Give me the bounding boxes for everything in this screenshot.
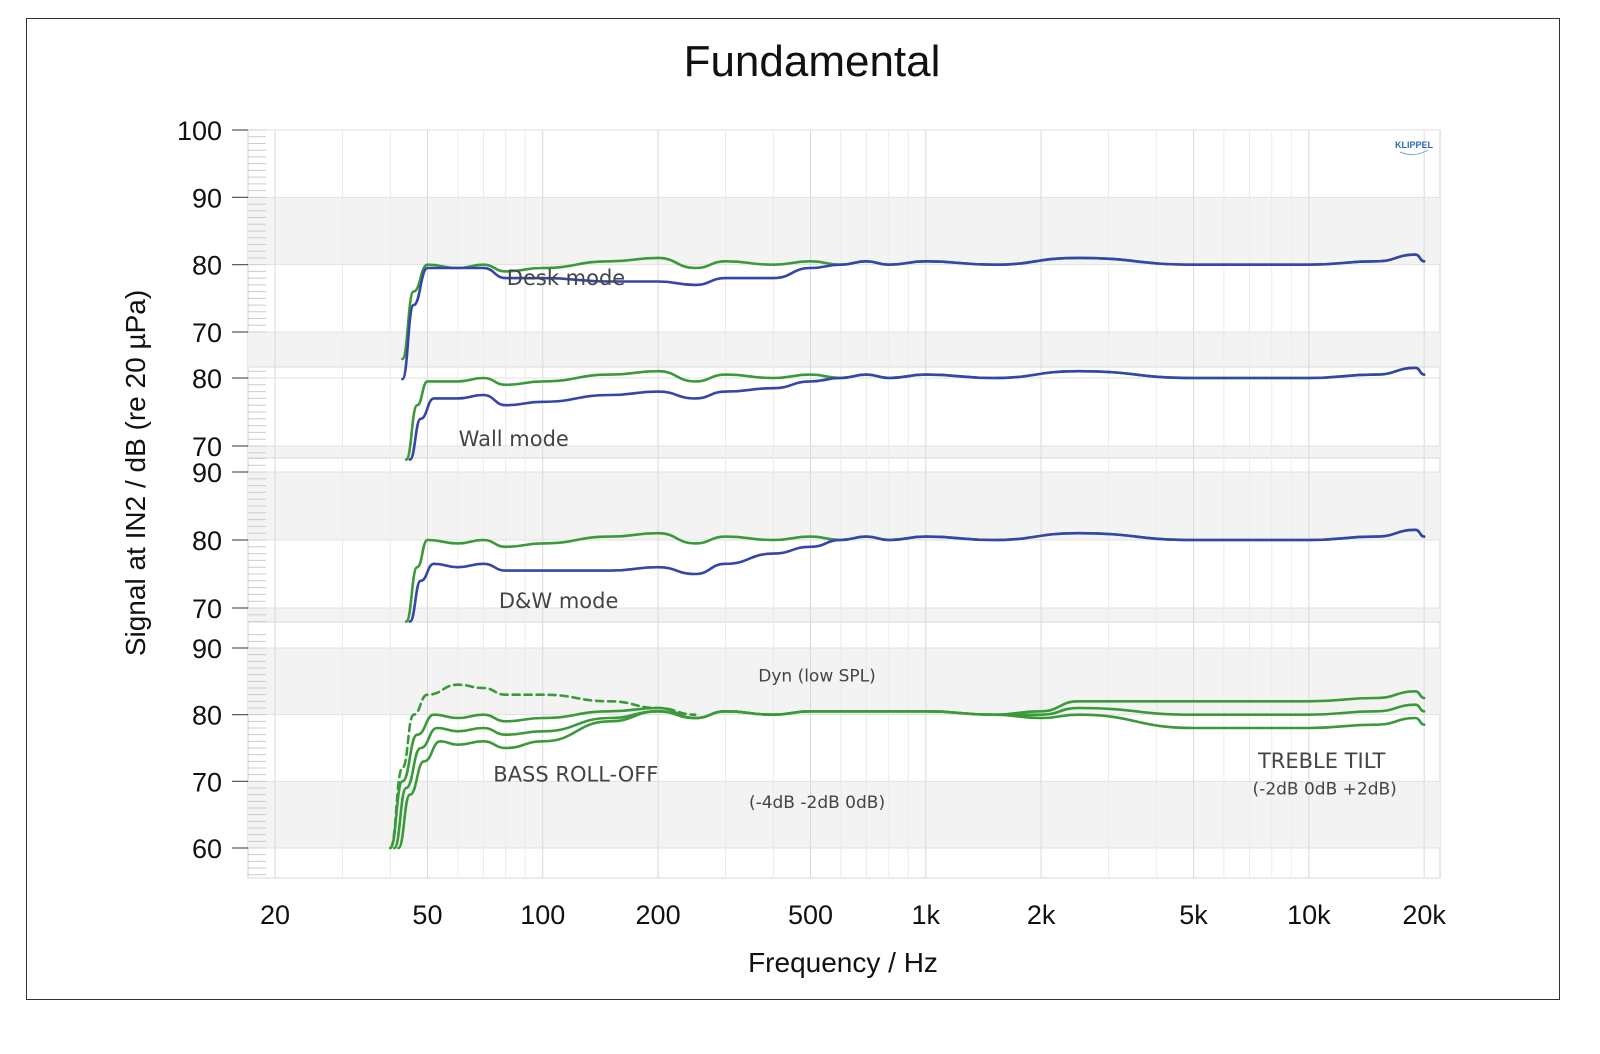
y-tick-label: 70 <box>192 318 222 348</box>
y-tick-label: 90 <box>192 634 222 664</box>
x-tick-label: 10k <box>1287 900 1331 930</box>
y-tick-label: 70 <box>192 432 222 462</box>
series-line-dyn-green-0 <box>389 683 697 850</box>
y-tick-label: 80 <box>192 364 222 394</box>
series-line-desk-blue-1 <box>401 253 1426 381</box>
panel-band <box>248 332 1440 367</box>
y-tick-label: 70 <box>192 767 222 797</box>
x-tick-label: 5k <box>1179 900 1208 930</box>
annotation: TREBLE TILT <box>1257 749 1386 773</box>
series-line-dyn-green-3 <box>397 709 1426 850</box>
annotation: Wall mode <box>459 427 569 451</box>
x-grid <box>274 130 1425 878</box>
y-tick-label: 90 <box>192 458 222 488</box>
x-tick-label: 20k <box>1402 900 1446 930</box>
series-line-dw-blue-1 <box>408 528 1426 623</box>
series-layer <box>389 253 1426 850</box>
panel-band <box>248 648 1440 715</box>
y-tick-label: 100 <box>177 116 222 146</box>
klippel-logo: KLIPPEL <box>1395 140 1434 156</box>
panel-band <box>248 608 1440 622</box>
annotation: Dyn (low SPL) <box>758 666 876 686</box>
y-grid <box>232 129 1440 876</box>
x-tick-label: 20 <box>260 900 290 930</box>
panel-band <box>248 197 1440 265</box>
chart-title: Fundamental <box>684 37 941 86</box>
y-axis-label: Signal at IN2 / dB (re 20 µPa) <box>120 290 151 656</box>
x-tick-label: 100 <box>520 900 565 930</box>
y-tick-label: 80 <box>192 701 222 731</box>
panel-band <box>248 781 1440 848</box>
panel-band <box>248 446 1440 458</box>
x-tick-labels: 20 50 100 200 500 1k 2k 5k 10k 20k <box>260 900 1446 930</box>
x-tick-label: 500 <box>788 900 833 930</box>
y-tick-label: 80 <box>192 526 222 556</box>
annotations: Desk mode Wall mode D&W mode Dyn (low SPL) B… <box>459 266 1397 813</box>
y-tick-label: 60 <box>192 834 222 864</box>
x-tick-label: 200 <box>636 900 681 930</box>
panel-band <box>248 472 1440 540</box>
annotation: D&W mode <box>499 589 619 613</box>
x-tick-label: 50 <box>412 900 442 930</box>
x-tick-label: 1k <box>912 900 941 930</box>
annotation: Desk mode <box>507 266 625 290</box>
annotation: (-2dB 0dB +2dB) <box>1253 780 1397 800</box>
y-tick-label: 70 <box>192 594 222 624</box>
logo-text: KLIPPEL <box>1395 140 1434 150</box>
annotation: (-4dB -2dB 0dB) <box>749 793 885 813</box>
series-line-wall-blue-1 <box>408 366 1426 461</box>
y-tick-label: 80 <box>192 251 222 281</box>
annotation: BASS ROLL-OFF <box>493 762 658 786</box>
y-tick-label: 90 <box>192 183 222 213</box>
x-axis-label: Frequency / Hz <box>748 947 938 978</box>
x-tick-label: 2k <box>1027 900 1056 930</box>
panel-backgrounds <box>247 129 1441 879</box>
